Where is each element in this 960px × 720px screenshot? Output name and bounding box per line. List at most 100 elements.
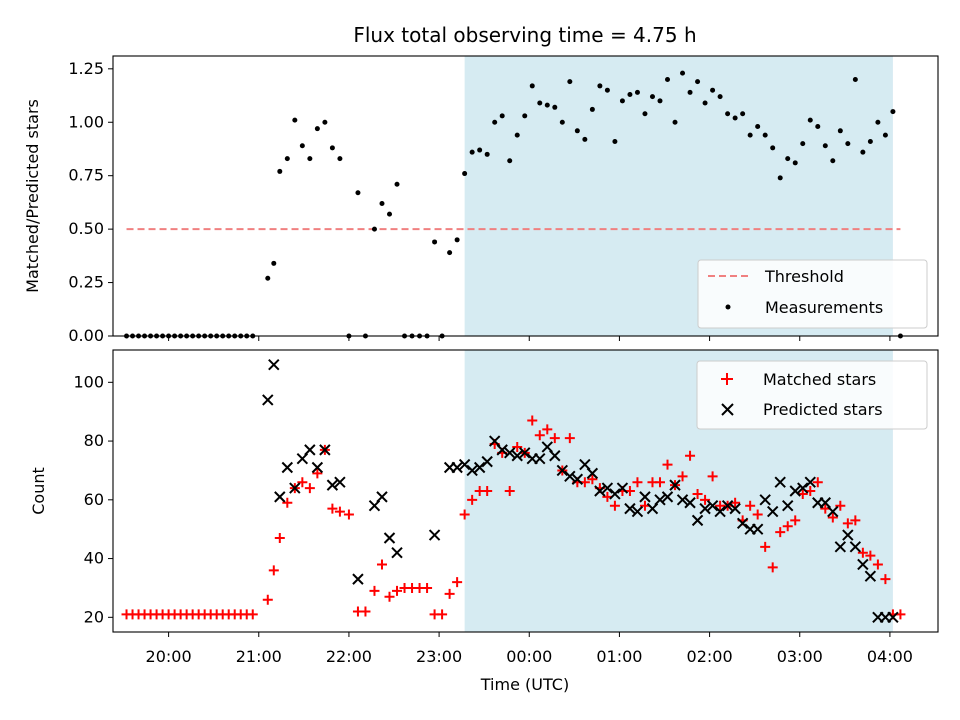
predicted-star-point [451, 461, 463, 474]
matched-star-point [850, 515, 861, 526]
matched-star-point [422, 582, 433, 593]
y-tick-label: 100 [73, 372, 104, 391]
predicted-star-point [586, 467, 599, 480]
predicted-star-point [383, 532, 396, 544]
matched-star-point [274, 533, 285, 543]
predicted-star-point [774, 476, 786, 488]
matched-star-point [437, 609, 448, 620]
predicted-star-point [864, 570, 877, 582]
measurement-point [792, 160, 798, 166]
predicted-star-point [849, 541, 862, 553]
x-tick-label: 04:00 [867, 647, 913, 666]
predicted-star-point [714, 505, 726, 518]
x-tick-label: 23:00 [416, 647, 462, 666]
measurement-point [830, 158, 836, 164]
y-tick-label: 0.25 [68, 273, 104, 292]
measurement-point [544, 102, 550, 108]
measurement-point [597, 83, 603, 89]
predicted-star-point [511, 450, 523, 462]
y-tick-label: 0.00 [68, 326, 104, 345]
predicted-star-point [887, 611, 899, 624]
measurement-point [567, 79, 573, 85]
predicted-star-point [466, 464, 478, 477]
matched-star-point [707, 471, 718, 482]
y-tick-label: 80 [84, 431, 104, 450]
x-tick-label: 22:00 [326, 647, 372, 666]
predicted-star-point [827, 505, 839, 518]
bottom-legend: Matched stars Predicted stars [696, 360, 928, 430]
legend-matched-swatch [721, 373, 733, 385]
predicted-star-point [594, 485, 606, 497]
measurement-point [454, 237, 460, 243]
matched-star-point [609, 500, 620, 511]
legend-predicted-label: Predicted stars [763, 400, 883, 419]
measurement-point [725, 111, 731, 117]
matched-star-point [343, 509, 354, 520]
measurement-point [462, 171, 468, 177]
predicted-star-point [789, 485, 801, 497]
top-axes-frame [112, 55, 939, 337]
matched-star-point [512, 441, 523, 452]
matched-star-point [304, 483, 315, 494]
measurement-point [292, 117, 298, 123]
y-tick-label: 1.25 [68, 59, 104, 78]
predicted-star-point [766, 505, 779, 518]
predicted-star-point [706, 499, 719, 512]
matched-star-point [334, 506, 345, 517]
predicted-star-point [699, 502, 711, 515]
measurement-point [284, 156, 290, 162]
predicted-star-point [376, 491, 388, 503]
measurement-point [604, 87, 610, 93]
predicted-star-point [782, 499, 794, 512]
top-x-ticks [168, 336, 891, 341]
matched-star-point [384, 591, 395, 602]
predicted-star-point [496, 444, 508, 456]
predicted-star-point [669, 479, 681, 491]
predicted-star-point [571, 473, 584, 485]
measurement-point [732, 115, 738, 121]
measurement-point [529, 83, 535, 89]
predicted-star-point [352, 573, 364, 585]
predicted-star-point [842, 529, 854, 541]
predicted-star-point [319, 444, 331, 456]
top-panel: 0.00 0.25 0.50 0.75 1.00 1.25 Matched/Predict… [23, 55, 939, 345]
measurement-point [845, 141, 851, 147]
predicted-star-point [268, 358, 280, 371]
measurement-point [890, 109, 896, 115]
predicted-star-point [304, 444, 316, 456]
predicted-star-point [834, 541, 847, 553]
matched-star-point [268, 565, 279, 576]
predicted-star-point [804, 476, 816, 488]
predicted-star-point [519, 447, 531, 459]
matched-star-point [880, 574, 891, 585]
predicted-star-point [262, 394, 274, 406]
predicted-star-point [857, 558, 869, 571]
measurement-point [740, 111, 746, 117]
matched-star-point [312, 468, 323, 479]
legend-matched-label: Matched stars [763, 370, 876, 389]
matched-star-point [654, 477, 665, 488]
measurement-point [499, 113, 505, 119]
measurement-point [322, 119, 328, 125]
legend-measurements-swatch [725, 304, 731, 310]
predicted-star-point [428, 529, 441, 541]
x-tick-label: 01:00 [596, 647, 642, 666]
measurement-point [371, 226, 377, 232]
predicted-star-point [601, 482, 614, 494]
measurement-point [265, 275, 271, 281]
matched-star-point [790, 515, 801, 526]
measurement-point [582, 136, 588, 142]
measurement-point [665, 77, 671, 83]
measurement-point [837, 128, 843, 134]
measurement-point [852, 77, 858, 83]
matched-star-point [827, 512, 838, 523]
matched-stars-series [121, 415, 906, 620]
matched-star-point [542, 424, 553, 435]
measurement-point [477, 147, 483, 153]
matched-star-point [444, 588, 455, 599]
measurement-point [612, 138, 618, 144]
measurement-point [394, 181, 400, 187]
predicted-star-point [564, 470, 576, 483]
measurement-point [717, 94, 723, 100]
